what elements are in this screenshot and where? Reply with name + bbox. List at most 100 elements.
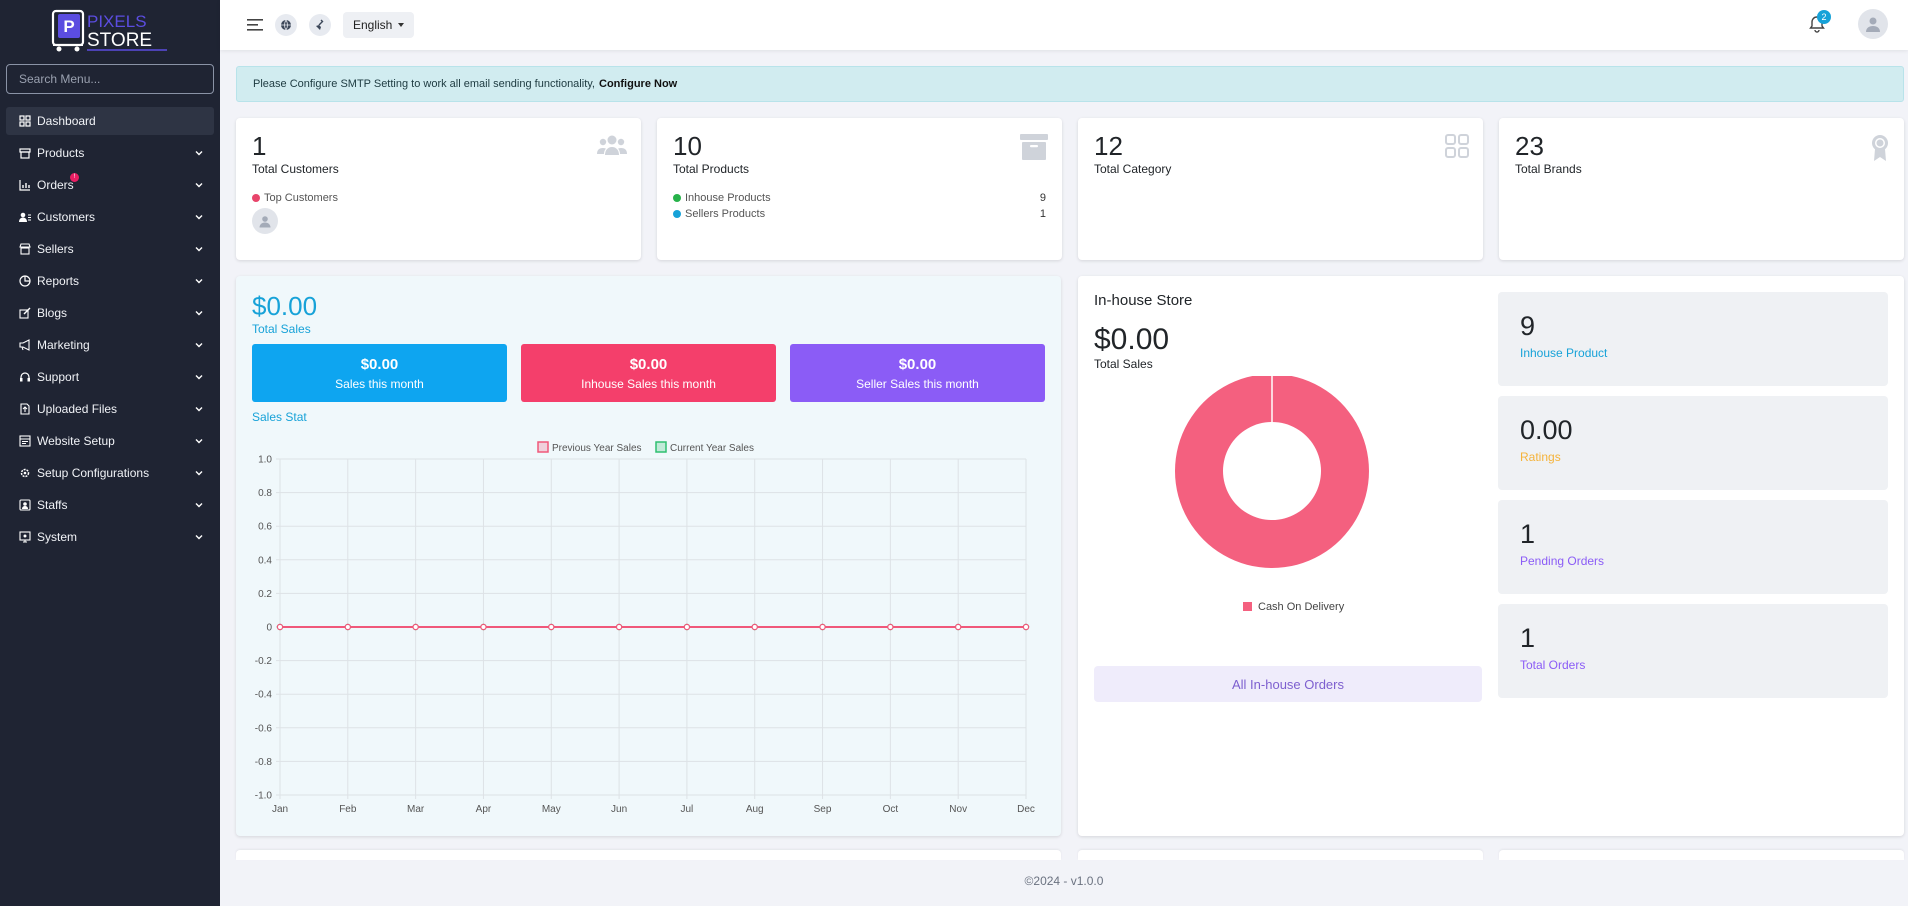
pie-icon xyxy=(19,275,31,287)
total-products-value: 10 xyxy=(673,131,702,161)
notification-button[interactable]: 2 xyxy=(1806,10,1831,35)
ratings-value: 0.00 xyxy=(1520,415,1573,445)
y-tick-label: 0.8 xyxy=(258,488,272,499)
pos-button[interactable] xyxy=(309,14,331,36)
ratings-label: Ratings xyxy=(1520,450,1561,464)
donut-legend-label: Cash On Delivery xyxy=(1258,601,1345,613)
all-inhouse-orders-button[interactable]: All In-house Orders xyxy=(1094,666,1482,702)
inhouse-product-metric: 9 Inhouse Product xyxy=(1498,292,1888,386)
inhouse-products-dot xyxy=(673,194,681,202)
configure-now-link[interactable]: Configure Now xyxy=(599,78,678,90)
x-tick-label: Jul xyxy=(681,804,694,815)
top-customers-label: Top Customers xyxy=(264,192,338,204)
alert-text: Please Configure SMTP Setting to work al… xyxy=(253,78,595,90)
chevron-down-icon xyxy=(195,279,203,284)
sidebar-item-website-setup[interactable]: Website Setup xyxy=(6,427,214,455)
megaphone-icon xyxy=(19,339,30,351)
dashboard-icon xyxy=(19,115,31,127)
total-category-label: Total Category xyxy=(1094,162,1172,176)
data-point xyxy=(683,623,691,631)
sidebar-item-label: Blogs xyxy=(37,306,68,320)
user-avatar[interactable] xyxy=(1858,9,1888,39)
language-select[interactable]: English xyxy=(343,12,415,38)
y-tick-label: -0.2 xyxy=(255,656,273,667)
sidebar-item-label: Uploaded Files xyxy=(37,402,118,416)
sidebar-item-sellers[interactable]: Sellers xyxy=(6,235,214,263)
inhouse-product-label: Inhouse Product xyxy=(1520,346,1608,360)
ratings-metric: 0.00 Ratings xyxy=(1498,396,1888,490)
sidebar-item-label: Products xyxy=(37,146,85,160)
hamburger-menu-icon[interactable] xyxy=(247,18,263,32)
x-tick-label: Aug xyxy=(746,804,764,815)
chevron-down-icon xyxy=(195,183,203,188)
data-point xyxy=(615,623,623,631)
globe-icon xyxy=(281,19,291,31)
sellers-products-value: 1 xyxy=(1039,208,1046,220)
chevron-down-icon xyxy=(195,503,203,508)
sidebar-item-label: Staffs xyxy=(37,498,68,512)
website-icon xyxy=(19,435,31,447)
legend-swatch xyxy=(655,441,667,453)
sidebar-item-customers[interactable]: Customers xyxy=(6,203,214,231)
seller-sales-box: $0.00 Seller Sales this month xyxy=(790,344,1045,402)
legend-swatch xyxy=(537,441,549,453)
top-customer-avatar[interactable] xyxy=(252,208,278,234)
products-card: 10 Total Products Inhouse Products 9 Sel… xyxy=(657,118,1062,260)
sellers-products-label: Sellers Products xyxy=(685,208,766,220)
inhouse-sales-label: Inhouse Sales this month xyxy=(581,376,716,391)
donut-legend-swatch xyxy=(1243,602,1252,611)
sidebar-item-products[interactable]: Products xyxy=(6,139,214,167)
sidebar-item-support[interactable]: Support xyxy=(6,363,214,391)
sidebar-item-label: System xyxy=(37,530,78,544)
total-orders-metric: 1 Total Orders xyxy=(1498,604,1888,698)
next-card-edge xyxy=(1078,850,1483,860)
x-tick-label: Mar xyxy=(407,804,425,815)
smtp-alert: Please Configure SMTP Setting to work al… xyxy=(236,66,1904,102)
chevron-down-icon xyxy=(195,471,203,476)
sidebar-item-label: Website Setup xyxy=(37,434,115,448)
category-card: 12 Total Category xyxy=(1078,118,1483,260)
sidebar-item-marketing[interactable]: Marketing xyxy=(6,331,214,359)
x-tick-label: Sep xyxy=(814,804,832,815)
language-label: English xyxy=(353,18,393,32)
x-tick-label: Oct xyxy=(883,804,899,815)
y-tick-label: -0.8 xyxy=(255,757,273,768)
data-point xyxy=(954,623,962,631)
x-tick-label: Jan xyxy=(272,804,288,815)
chevron-down-icon xyxy=(195,311,203,316)
chevron-down-icon xyxy=(195,407,203,412)
sidebar-item-setup-configurations[interactable]: Setup Configurations xyxy=(6,459,214,487)
sidebar-item-staffs[interactable]: Staffs xyxy=(6,491,214,519)
next-card-edge xyxy=(1499,850,1904,860)
inhouse-sales-box: $0.00 Inhouse Sales this month xyxy=(521,344,776,402)
users-icon xyxy=(19,212,31,222)
brand-logo[interactable]: P PIXELS STORE xyxy=(0,0,220,58)
total-customers-value: 1 xyxy=(252,131,267,161)
sidebar-item-blogs[interactable]: Blogs xyxy=(6,299,214,327)
category-grid-icon xyxy=(1445,134,1469,158)
sales-stat-title: Sales Stat xyxy=(252,410,307,424)
y-tick-label: 0 xyxy=(266,623,272,634)
total-products-label: Total Products xyxy=(673,162,750,176)
sidebar-item-reports[interactable]: Reports xyxy=(6,267,214,295)
chevron-down-icon xyxy=(195,247,203,252)
sidebar-item-orders[interactable]: Orders! xyxy=(6,171,214,199)
sidebar-item-system[interactable]: System xyxy=(6,523,214,551)
x-tick-label: May xyxy=(542,804,561,815)
users-group-icon xyxy=(597,135,627,155)
y-tick-label: 0.6 xyxy=(258,522,272,533)
sidebar-item-uploaded-files[interactable]: Uploaded Files xyxy=(6,395,214,423)
y-tick-label: -0.6 xyxy=(255,723,273,734)
file-upload-icon xyxy=(20,403,30,415)
user-icon xyxy=(259,216,271,228)
globe-button[interactable] xyxy=(275,14,297,36)
search-menu-input[interactable] xyxy=(6,64,214,94)
total-orders-label: Total Orders xyxy=(1520,658,1586,672)
sales-card: $0.00 Total Sales $0.00 Sales this month… xyxy=(236,276,1061,836)
inhouse-sales-amount: $0.00 xyxy=(629,355,668,373)
sales-this-month-label: Sales this month xyxy=(335,376,424,391)
data-point xyxy=(480,623,487,631)
chevron-down-icon xyxy=(195,535,203,540)
sidebar-item-dashboard[interactable]: Dashboard xyxy=(6,107,214,135)
sidebar-item-label: Dashboard xyxy=(37,114,96,128)
